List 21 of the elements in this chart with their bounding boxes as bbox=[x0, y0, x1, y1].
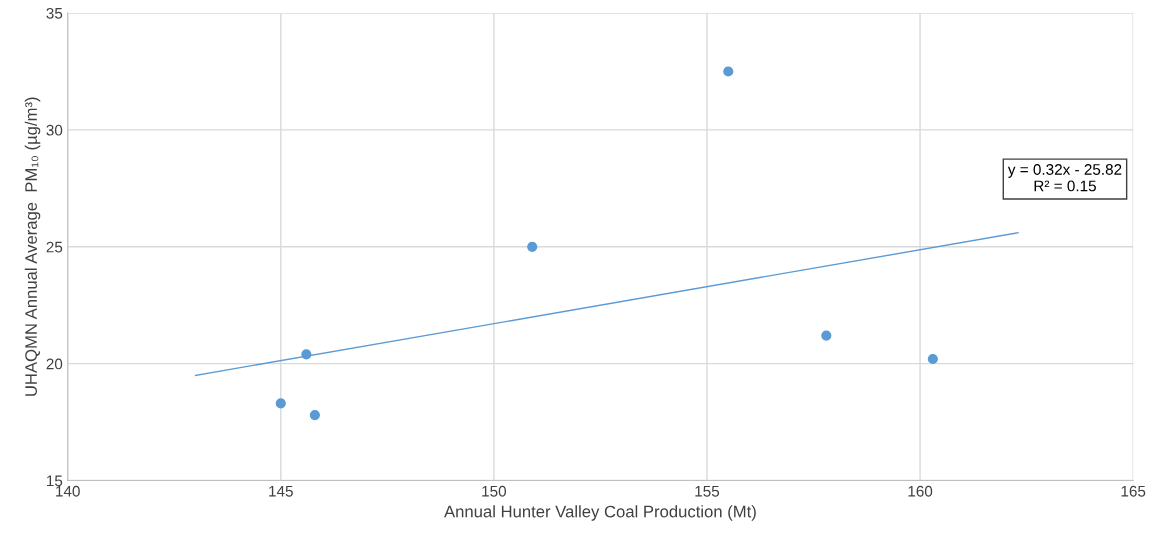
x-tick-label: 150 bbox=[482, 485, 507, 497]
x-tick-label: 140 bbox=[56, 485, 80, 497]
y-tick-label: 20 bbox=[46, 358, 63, 370]
x-axis-title: Annual Hunter Valley Coal Production (Mt) bbox=[444, 505, 756, 521]
y-tick-label: 30 bbox=[46, 124, 63, 136]
y-axis-title: UHAQMN Annual Average PM₁₀ (µg/m³) bbox=[24, 97, 41, 396]
x-tick-label: 160 bbox=[908, 485, 933, 497]
annotation: y = 0.32x - 25.82 R² = 0.15 bbox=[1007, 164, 1122, 192]
point bbox=[723, 66, 734, 77]
x-tick-label: 155 bbox=[695, 485, 720, 497]
point bbox=[275, 398, 286, 409]
x-tick-label: 165 bbox=[1121, 485, 1146, 497]
point bbox=[301, 349, 312, 360]
point bbox=[821, 330, 832, 341]
y-tick-label: 25 bbox=[46, 241, 63, 253]
point bbox=[527, 241, 538, 252]
point bbox=[927, 353, 938, 365]
y-tick-label: 15 bbox=[47, 475, 63, 487]
point bbox=[309, 410, 320, 421]
x-tick-label: 145 bbox=[269, 485, 293, 497]
y-tick-label: 35 bbox=[46, 7, 63, 19]
